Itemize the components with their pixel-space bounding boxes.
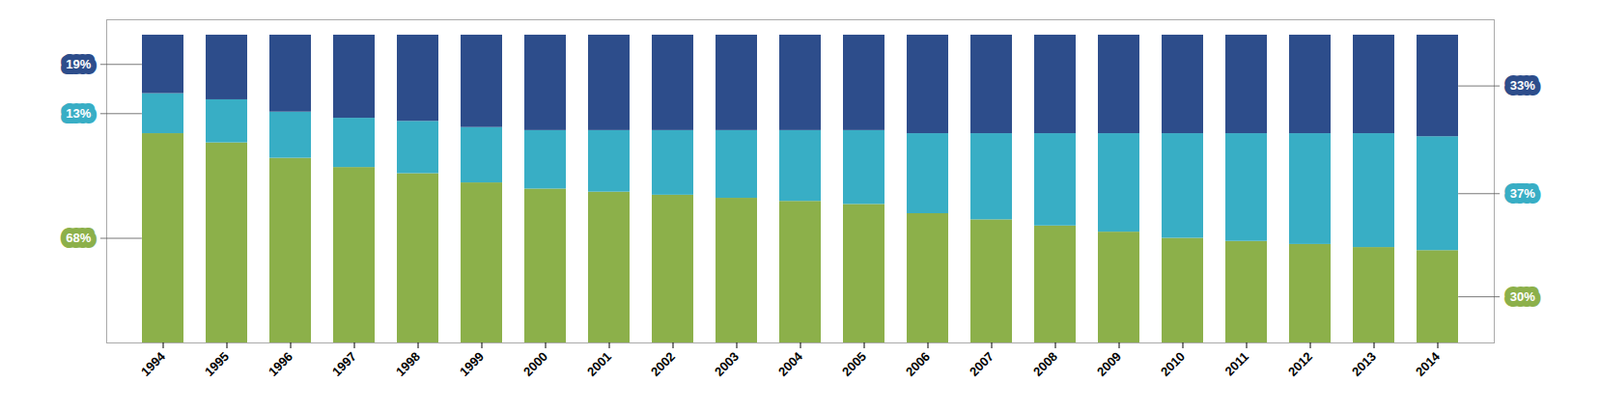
svg-text:37%: 37%	[1510, 186, 1536, 201]
svg-text:2007: 2007	[966, 349, 997, 380]
svg-text:1999: 1999	[456, 349, 487, 380]
svg-text:2010: 2010	[1157, 349, 1188, 380]
svg-text:2003: 2003	[711, 349, 742, 380]
svg-text:1997: 1997	[329, 349, 360, 380]
svg-text:30%: 30%	[1510, 289, 1536, 305]
svg-text:2006: 2006	[902, 349, 933, 380]
svg-text:1995: 1995	[201, 349, 232, 380]
svg-text:2009: 2009	[1094, 349, 1124, 380]
svg-text:2013: 2013	[1348, 349, 1379, 380]
svg-text:2011: 2011	[1222, 349, 1253, 380]
svg-text:2008: 2008	[1030, 349, 1061, 380]
svg-text:13%: 13%	[65, 106, 91, 121]
svg-text:68%: 68%	[65, 230, 91, 246]
svg-text:2005: 2005	[839, 349, 870, 380]
svg-text:33%: 33%	[1510, 78, 1536, 93]
svg-text:2014: 2014	[1412, 348, 1444, 380]
svg-text:1994: 1994	[138, 348, 169, 380]
svg-text:1998: 1998	[392, 349, 423, 380]
svg-text:2000: 2000	[520, 349, 551, 380]
svg-text:2001: 2001	[584, 349, 615, 380]
svg-text:19%: 19%	[65, 56, 91, 72]
svg-text:2004: 2004	[775, 348, 807, 380]
svg-text:2012: 2012	[1285, 349, 1316, 380]
svg-text:1996: 1996	[265, 349, 296, 380]
svg-text:2002: 2002	[647, 349, 678, 380]
